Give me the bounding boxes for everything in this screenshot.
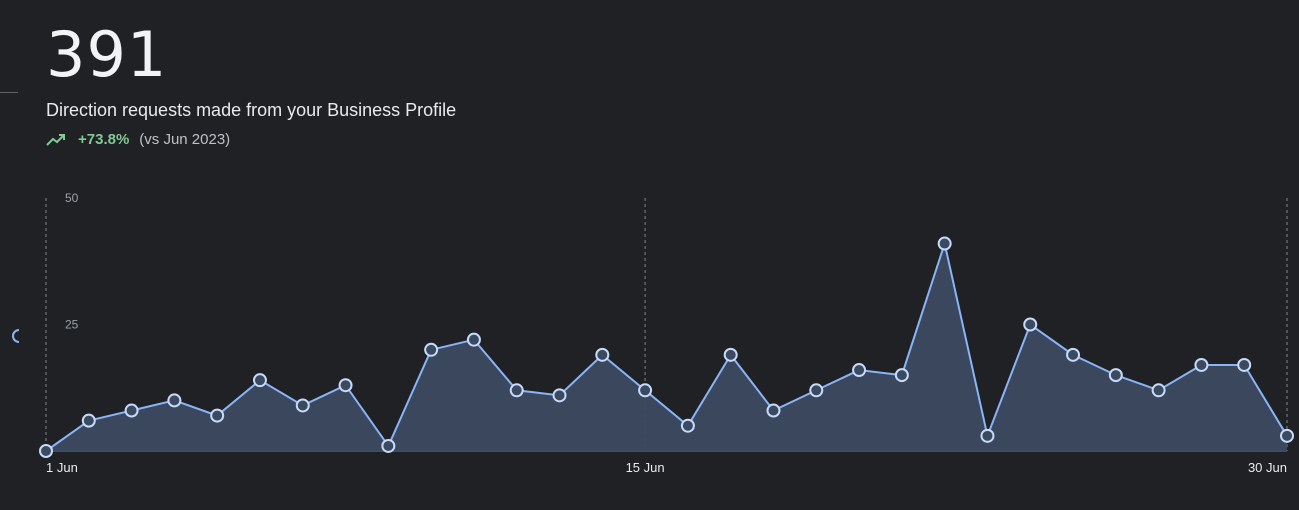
data-point-day-30 — [1280, 428, 1294, 443]
data-point-day-22 — [937, 236, 952, 251]
data-point-day-21 — [894, 368, 909, 383]
data-point-day-8 — [338, 378, 353, 393]
data-point-day-7 — [295, 398, 310, 413]
data-point-day-3 — [124, 403, 139, 418]
data-point-day-5 — [210, 408, 225, 423]
x-tick-label-2: 30 Jun — [1248, 460, 1287, 475]
data-point-day-11 — [466, 332, 481, 347]
data-point-day-6 — [252, 373, 267, 388]
data-point-day-15 — [638, 383, 653, 398]
series-area-fill — [46, 243, 1287, 451]
data-point-day-10 — [424, 342, 439, 357]
data-point-day-14 — [595, 347, 610, 362]
data-point-day-16 — [680, 418, 695, 433]
series-line — [45, 239, 1288, 452]
loading-spinner-icon — [12, 329, 20, 343]
metric-description: Direction requests made from your Busine… — [46, 100, 457, 120]
data-point-day-26 — [1108, 368, 1123, 383]
change-percent: +73.8% — [78, 131, 130, 148]
data-point-day-2 — [81, 413, 96, 428]
data-point-day-27 — [1151, 383, 1166, 398]
comparison-period: (vs Jun 2023) — [139, 131, 231, 148]
data-point-day-19 — [809, 383, 824, 398]
change-indicator: +73.8% (vs Jun 2023) — [46, 131, 230, 148]
total-requests-value: 391 — [46, 18, 168, 91]
x-tick-label-0: 1 Jun — [46, 460, 78, 475]
data-point-day-29 — [1237, 357, 1252, 372]
data-point-day-18 — [766, 403, 781, 418]
data-point-day-4 — [167, 393, 182, 408]
data-point-day-13 — [552, 388, 567, 403]
data-point-day-17 — [723, 347, 738, 362]
data-point-day-23 — [980, 428, 995, 443]
data-point-day-28 — [1194, 357, 1209, 372]
y-tick-label-0: 50 — [65, 191, 79, 205]
data-point-day-12 — [509, 383, 524, 398]
data-point-day-1 — [39, 444, 53, 458]
trending-up-icon — [46, 133, 65, 146]
x-tick-label-1: 15 Jun — [626, 460, 665, 475]
data-point-day-9 — [381, 438, 396, 453]
data-point-day-24 — [1023, 317, 1038, 332]
left-edge-divider — [0, 92, 18, 93]
y-tick-label-1: 25 — [65, 318, 79, 332]
data-point-day-25 — [1066, 347, 1081, 362]
data-point-day-20 — [852, 363, 867, 378]
